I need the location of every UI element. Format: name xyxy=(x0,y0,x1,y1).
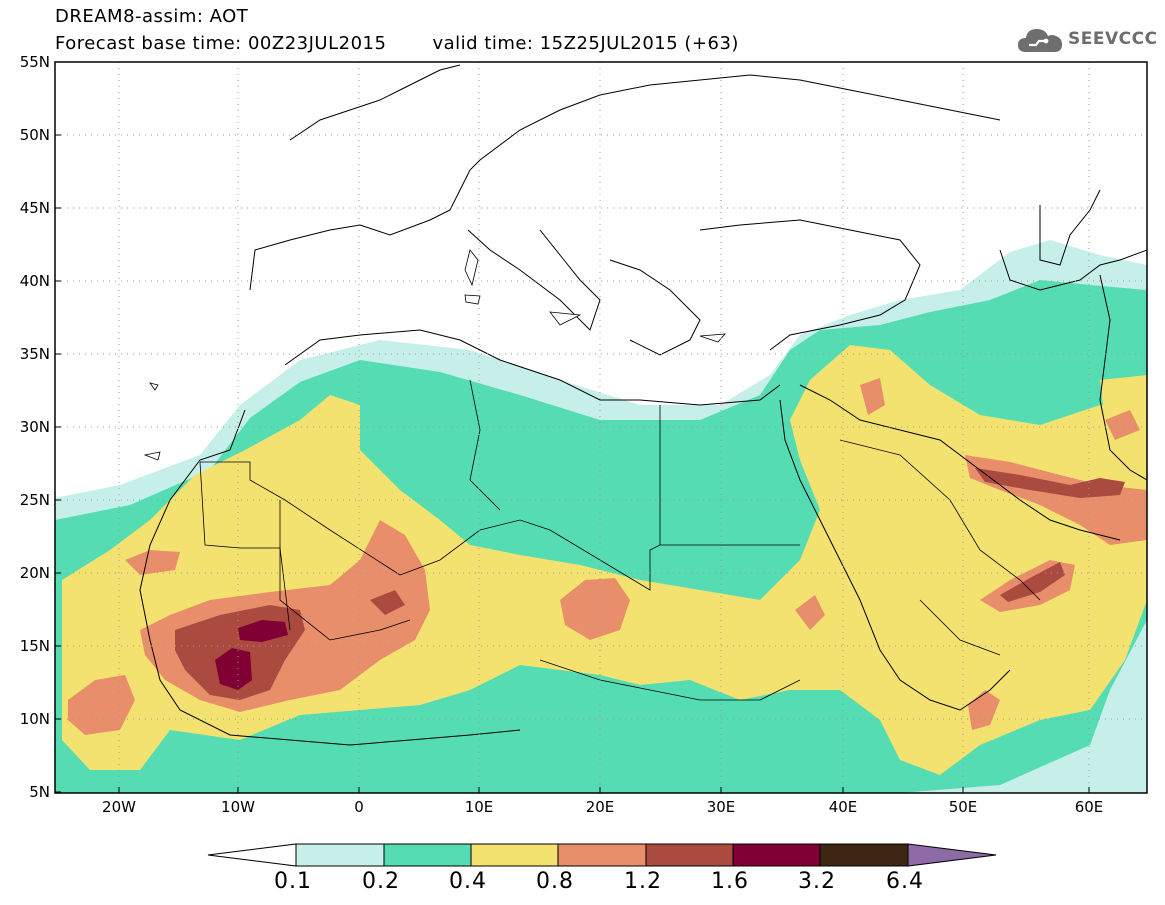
lat-tick-label: 20N xyxy=(20,564,50,582)
lon-tick-label: 20E xyxy=(586,798,615,816)
colorbar-segment xyxy=(819,843,909,867)
logo-text: SEEVCCC xyxy=(1068,29,1158,49)
colorbar-label: 0.8 xyxy=(536,869,574,894)
time-info: Forecast base time: 00Z23JUL2015 valid ti… xyxy=(55,33,739,54)
islands xyxy=(143,249,726,461)
colorbar xyxy=(207,843,997,867)
lat-tick-label: 10N xyxy=(20,710,50,728)
colorbar-label: 0.4 xyxy=(449,869,487,894)
colorbar-segment xyxy=(470,843,559,867)
lat-tick-label: 15N xyxy=(20,637,50,655)
country-borders xyxy=(199,379,1041,701)
colorbar-label: 3.2 xyxy=(798,869,836,894)
colorbar-label: 1.2 xyxy=(624,869,662,894)
coastlines xyxy=(139,64,1147,746)
grid-lines xyxy=(55,62,1147,793)
colorbar-high-arrow xyxy=(907,843,997,867)
lat-tick-label: 50N xyxy=(20,126,50,144)
colorbar-label: 0.1 xyxy=(274,869,312,894)
valid-time-label: valid time: 15Z25JUL2015 (+63) xyxy=(432,33,739,54)
lon-tick-label: 10W xyxy=(221,798,255,816)
colorbar-low-arrow xyxy=(207,843,297,867)
map-title: DREAM8-assim: AOT xyxy=(55,6,249,27)
cloud-icon xyxy=(1018,29,1062,52)
lat-tick-label: 55N xyxy=(20,53,50,71)
lon-tick-label: 30E xyxy=(707,798,736,816)
aot-field xyxy=(55,62,1147,793)
colorbar-label: 0.2 xyxy=(362,869,400,894)
colorbar-segment xyxy=(732,843,821,867)
lat-tick-label: 45N xyxy=(20,199,50,217)
seevccc-logo: SEEVCCC xyxy=(1016,22,1158,56)
lat-tick-label: 5N xyxy=(29,783,50,801)
colorbar-segment xyxy=(383,843,472,867)
lat-tick-label: 40N xyxy=(20,272,50,290)
colorbar-segment xyxy=(557,843,647,867)
colorbar-segment xyxy=(645,843,734,867)
lon-tick-label: 60E xyxy=(1075,798,1104,816)
colorbar-segment xyxy=(295,843,385,867)
lon-tick-label: 20W xyxy=(102,798,136,816)
lon-tick-label: 50E xyxy=(949,798,978,816)
lon-tick-label: 10E xyxy=(465,798,494,816)
colorbar-label: 6.4 xyxy=(886,869,924,894)
base-time-label: Forecast base time: 00Z23JUL2015 xyxy=(55,33,387,54)
lon-tick-label: 0 xyxy=(354,798,364,816)
lat-tick-label: 30N xyxy=(20,418,50,436)
longitude-axis: 20W 10W 0 10E 20E 30E 40E 50E 60E xyxy=(102,787,1103,816)
latitude-axis: 55N 50N 45N 40N 35N 30N 25N 20N 15N 10N 5N xyxy=(20,53,61,801)
colorbar-label: 1.6 xyxy=(711,869,749,894)
lon-tick-label: 40E xyxy=(829,798,858,816)
lat-tick-label: 25N xyxy=(20,491,50,509)
lat-tick-label: 35N xyxy=(20,345,50,363)
